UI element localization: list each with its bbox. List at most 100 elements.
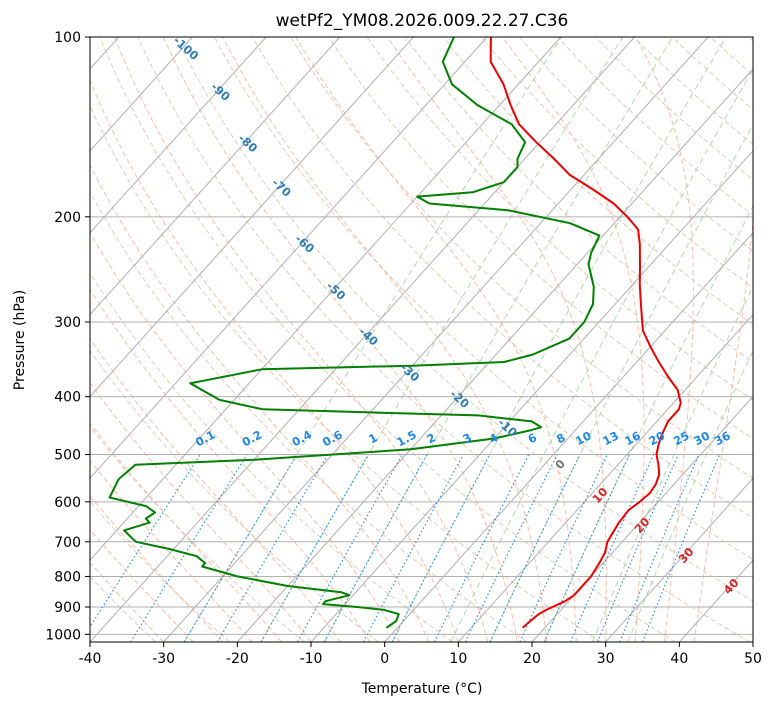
x-tick-label: 30 bbox=[597, 651, 615, 667]
mixing-ratio-label: 13 bbox=[600, 428, 621, 448]
mixing-ratio-dotted-line bbox=[362, 454, 464, 642]
moist-adiabat-line bbox=[386, 37, 607, 642]
moist-adiabat-line bbox=[114, 37, 489, 642]
mixing-ratio-dotted-line bbox=[596, 454, 679, 642]
dry-adiabat-line bbox=[175, 37, 753, 602]
moist-adiabat-line bbox=[693, 37, 753, 642]
y-tick-label: 300 bbox=[54, 315, 81, 331]
mixing-ratio-lines bbox=[183, 37, 753, 642]
y-tick-label: 400 bbox=[54, 390, 81, 406]
x-tick-label: 50 bbox=[744, 651, 762, 667]
moist-adiabat-line bbox=[222, 37, 548, 642]
dewpoint-profile-line bbox=[108, 37, 601, 629]
dry-adiabat-line bbox=[90, 190, 528, 642]
moist-adiabat-line bbox=[90, 459, 253, 642]
temperature-profile-line bbox=[489, 37, 682, 629]
dry-adiabat-line bbox=[442, 37, 753, 326]
isotherm-line bbox=[90, 37, 562, 561]
isotherm-line bbox=[531, 395, 753, 642]
mixing-ratio-label: 0.2 bbox=[240, 427, 265, 449]
dry-adiabat-line bbox=[90, 500, 231, 642]
mixing-ratio-label: 0.1 bbox=[193, 427, 218, 449]
mixing-ratio-dotted-line bbox=[260, 454, 369, 642]
isotherm-label: -60 bbox=[292, 232, 317, 256]
plot-frame bbox=[89, 36, 754, 643]
isotherm-label: -20 bbox=[447, 387, 472, 411]
isotherm-line bbox=[90, 37, 488, 480]
sounding-series bbox=[108, 37, 682, 629]
mixing-ratio-dotted-line bbox=[297, 454, 403, 642]
y-tick-label: 600 bbox=[54, 495, 81, 511]
isotherm-line bbox=[90, 37, 635, 642]
isotherm-line bbox=[457, 313, 753, 642]
mixing-ratio-label: 0.4 bbox=[289, 427, 314, 449]
mixing-ratio-line bbox=[391, 37, 727, 642]
dry-adiabat-line bbox=[557, 37, 753, 216]
moist-adiabat-line bbox=[90, 561, 165, 642]
mixing-ratio-label: 16 bbox=[622, 428, 643, 448]
isotherm-label: -50 bbox=[324, 279, 349, 303]
moist-adiabat-line bbox=[162, 37, 518, 642]
dry-adiabat-line bbox=[137, 37, 751, 642]
x-tick-label: -30 bbox=[152, 651, 175, 667]
mixing-ratio-label: 25 bbox=[671, 428, 692, 448]
mixing-ratio-dotted-line bbox=[519, 454, 608, 642]
mixing-ratio-dotted-line bbox=[90, 454, 201, 628]
mixing-ratio-line bbox=[260, 37, 624, 642]
mixing-ratio-label: 1.5 bbox=[394, 427, 419, 449]
y-tick-label: 900 bbox=[54, 600, 81, 616]
x-axis-ticks: -40 -30 -20 -10 0 10 20 30 40 50 bbox=[79, 642, 762, 667]
mixing-ratio-label: 8 bbox=[554, 430, 568, 446]
isotherm-label: -80 bbox=[235, 131, 260, 155]
dry-adiabat-line bbox=[213, 37, 753, 560]
isotherm-line bbox=[90, 37, 414, 398]
y-axis-label: Pressure (hPa) bbox=[12, 290, 28, 390]
isotherm-line bbox=[90, 37, 267, 234]
moist-adiabat-label: 30 bbox=[675, 545, 696, 566]
isotherms bbox=[90, 37, 753, 642]
mixing-ratio-line bbox=[183, 37, 562, 642]
moist-adiabat-label: 40 bbox=[720, 576, 741, 597]
plot-area bbox=[90, 37, 753, 642]
moist-adiabat-line bbox=[90, 495, 223, 642]
isotherm-line bbox=[90, 37, 341, 316]
x-tick-label: -20 bbox=[226, 651, 249, 667]
dry-adiabat-line bbox=[90, 104, 602, 642]
mixing-ratio-dotted-lines bbox=[90, 454, 721, 642]
x-tick-label: 10 bbox=[449, 651, 467, 667]
dry-adiabat-line bbox=[90, 349, 379, 642]
mixing-ratio-dotted-line bbox=[619, 454, 700, 642]
isotherm-label: -30 bbox=[397, 360, 422, 384]
mixing-ratio-label: 20 bbox=[646, 428, 667, 448]
moist-adiabat-line bbox=[90, 231, 400, 642]
moist-adiabat-line bbox=[90, 422, 282, 642]
moist-adiabat-line bbox=[635, 37, 694, 642]
mixing-ratio-label: 0.6 bbox=[320, 427, 345, 449]
y-tick-label: 200 bbox=[54, 210, 81, 226]
mixing-ratio-label: 3 bbox=[460, 430, 474, 446]
moist-adiabat-label: 20 bbox=[631, 515, 652, 536]
mixing-ratio-line bbox=[489, 123, 753, 642]
mixing-ratio-label: 36 bbox=[712, 428, 733, 448]
x-tick-label: 0 bbox=[380, 651, 389, 667]
x-tick-label: 20 bbox=[523, 651, 541, 667]
mixing-ratio-line bbox=[543, 205, 753, 642]
dry-adiabat-line bbox=[99, 37, 676, 642]
dry-adiabat-line bbox=[90, 271, 453, 642]
isotherm-line bbox=[605, 477, 753, 642]
dry-adiabat-line bbox=[633, 37, 753, 146]
moist-adiabat-line bbox=[90, 288, 371, 642]
moist-adiabat-line bbox=[90, 382, 312, 642]
moist-adiabat-label: 10 bbox=[589, 485, 610, 506]
dry-adiabat-line bbox=[251, 37, 753, 519]
mixing-ratio-dotted-line bbox=[642, 454, 721, 642]
y-tick-label: 800 bbox=[54, 569, 81, 585]
mixing-ratio-dotted-line bbox=[569, 454, 655, 642]
pressure-gridlines bbox=[90, 37, 753, 635]
moist-adiabats bbox=[90, 37, 753, 642]
mixing-ratio-dotted-line bbox=[216, 454, 329, 642]
moist-adiabat-line bbox=[90, 79, 459, 642]
dry-adiabat-line bbox=[328, 37, 753, 440]
dry-adiabat-line bbox=[366, 37, 753, 401]
